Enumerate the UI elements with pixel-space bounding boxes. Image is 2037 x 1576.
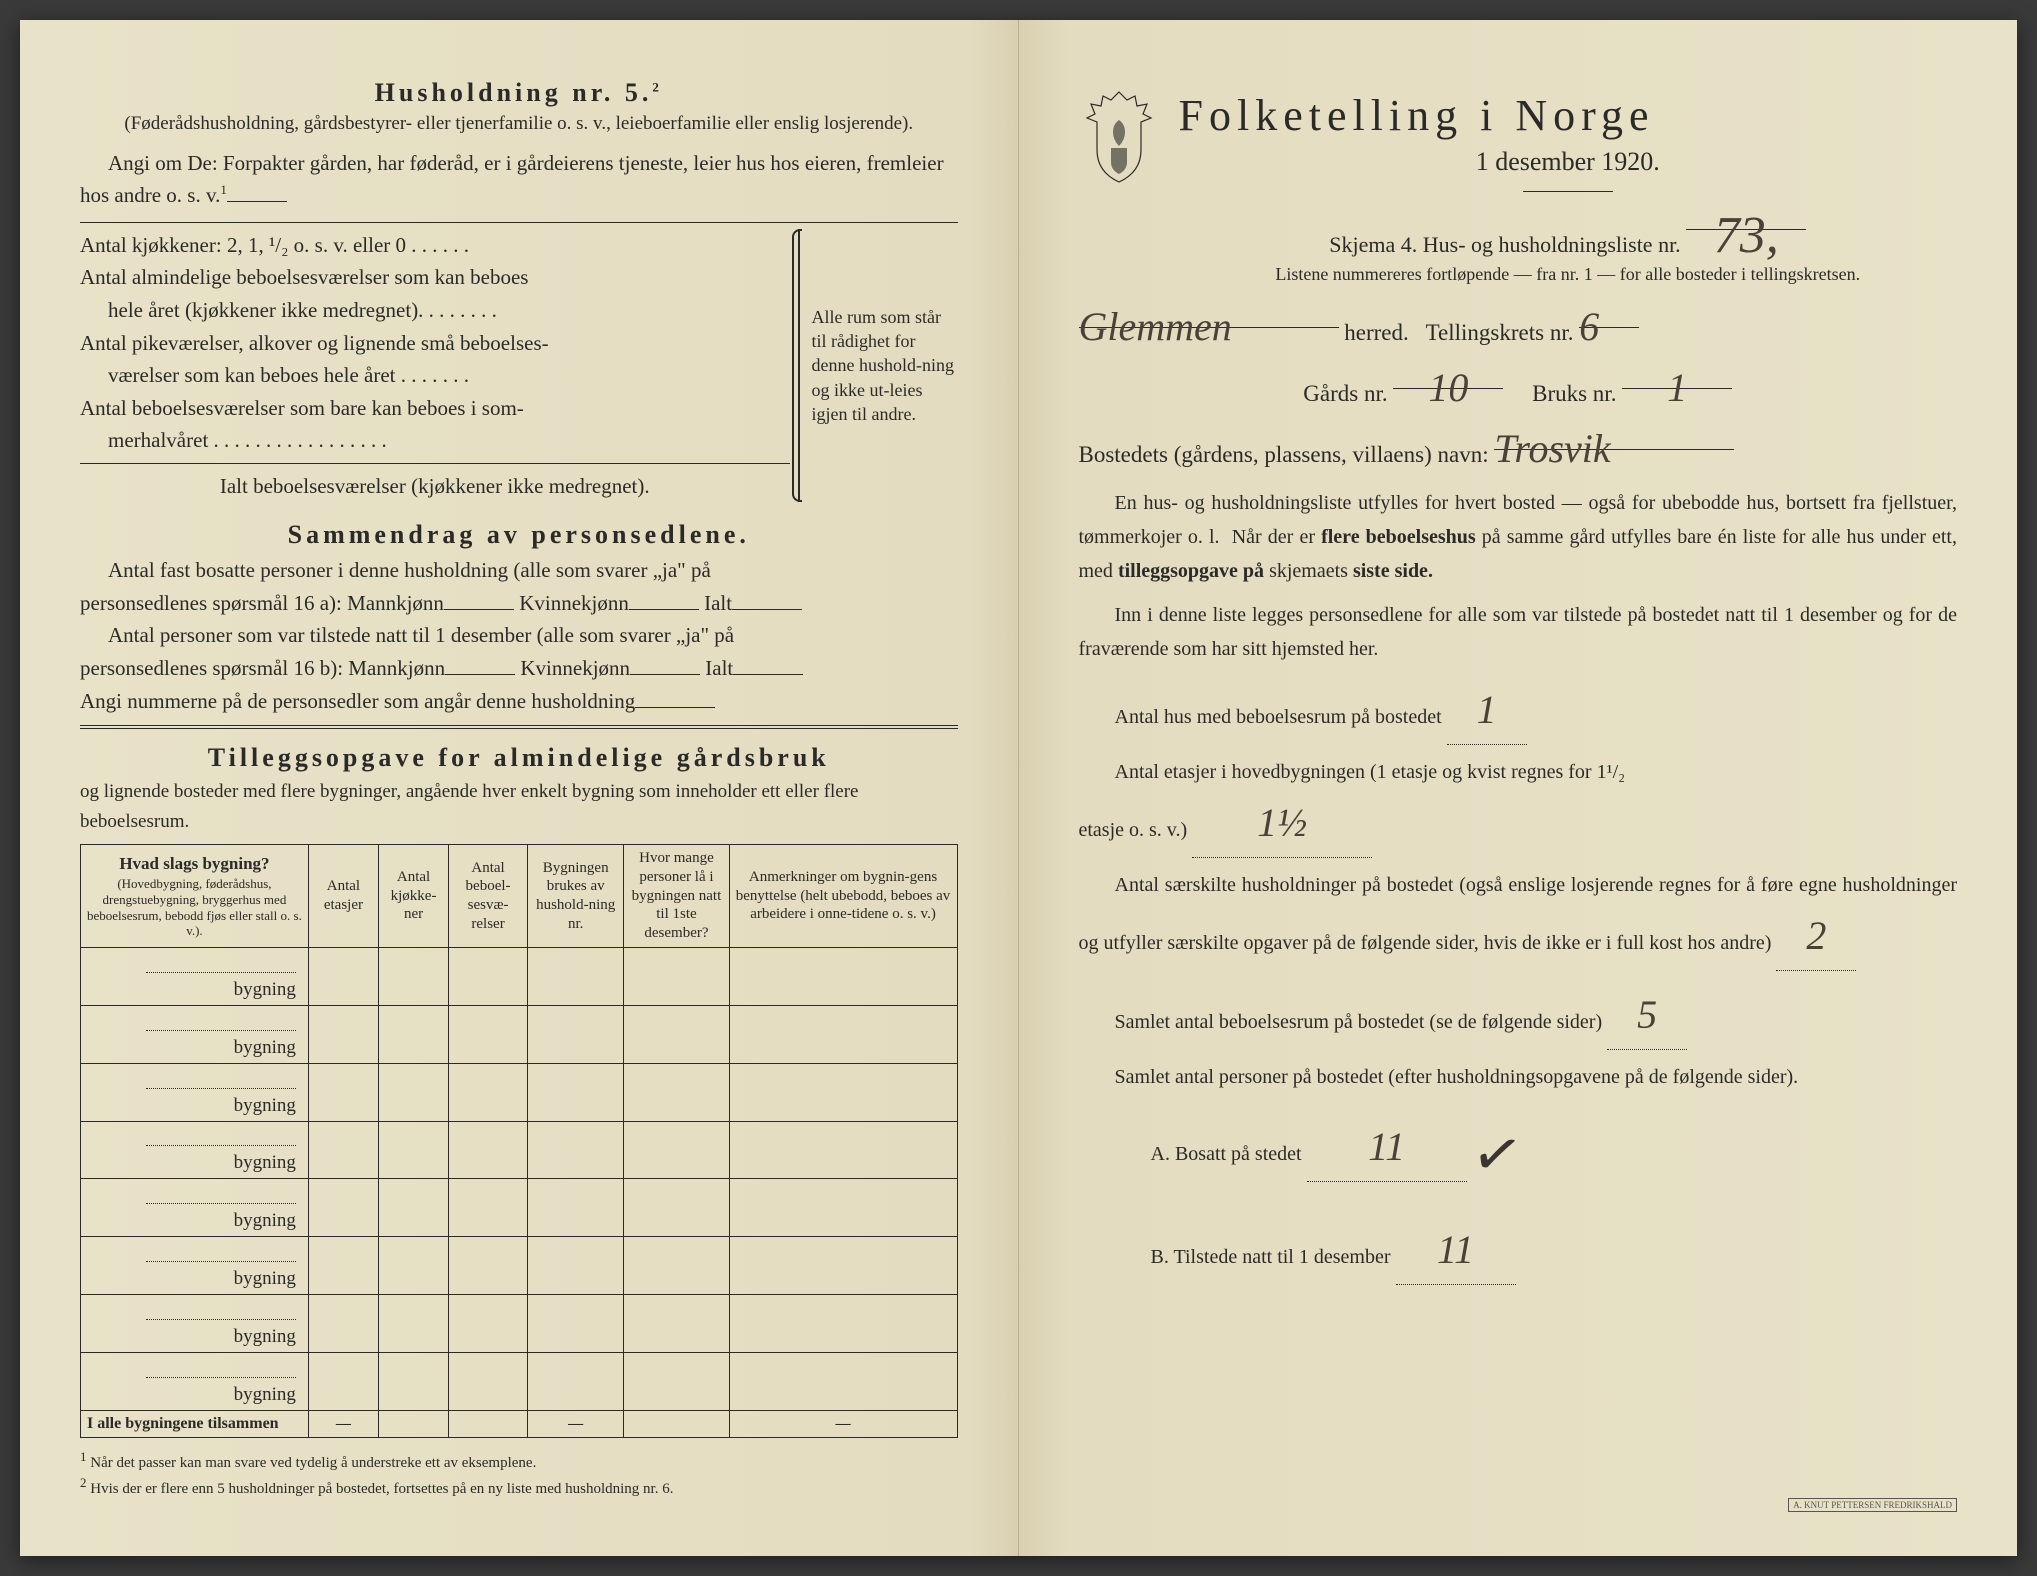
krets-value: 6 (1579, 304, 1599, 349)
sammendrag-p1: Antal fast bosatte personer i denne hush… (80, 554, 958, 587)
rooms-block: Antal kjøkkener: 2, 1, ¹/₂ o. s. v. elle… (80, 229, 958, 502)
footnotes: 1 Når det passer kan man svare ved tydel… (80, 1448, 958, 1500)
left-subheading: (Føderådshusholdning, gårdsbestyrer- ell… (80, 112, 958, 137)
th-brukes: Bygningen brukes av hushold-ning nr. (527, 845, 623, 948)
q2-value: 1½ (1257, 800, 1307, 845)
q4-row: Samlet antal beboelsesrum på bostedet (s… (1079, 981, 1958, 1050)
qB-value: 11 (1437, 1227, 1474, 1272)
left-page: Husholdning nr. 5.2 (Føderådshusholdning… (20, 20, 1019, 1556)
sammendrag-p2b: personsedlenes spørsmål 16 b): Mannkjønn… (80, 652, 958, 685)
q3-row: Antal særskilte husholdninger på bostede… (1079, 868, 1958, 971)
bruk-value: 1 (1667, 365, 1687, 410)
qA-value: 11 (1368, 1124, 1405, 1169)
rooms-l2b: hele året (kjøkkener ikke medregnet). . … (80, 294, 790, 327)
census-date: 1 desember 1920. (1179, 147, 1958, 177)
rooms-l3b: værelser som kan beboes hele året . . . … (80, 359, 790, 392)
tillegg-title: Tilleggsopgave for almindelige gårdsbruk (80, 743, 958, 773)
list-number-value: 73, (1714, 207, 1779, 264)
rooms-l4b: merhalvåret . . . . . . . . . . . . . . … (80, 424, 790, 457)
sammendrag-p3: Angi nummerne på de personsedler som ang… (80, 685, 958, 718)
left-heading: Husholdning nr. 5.2 (80, 78, 958, 108)
q2-row: Antal etasjer i hovedbygningen (1 etasje… (1079, 755, 1958, 858)
sammendrag-p1b: personsedlenes spørsmål 16 a): Mannkjønn… (80, 587, 958, 620)
printer-stamp: A. KNUT PETTERSEN FREDRIKSHALD (1788, 1498, 1957, 1512)
table-row: bygning (81, 1179, 958, 1237)
document-spread: Husholdning nr. 5.2 (Føderådshusholdning… (20, 20, 2017, 1556)
table-row: bygning (81, 1295, 958, 1353)
rooms-total: Ialt beboelsesværelser (kjøkkener ikke m… (80, 470, 790, 503)
q1-value: 1 (1477, 687, 1497, 732)
th-personer: Hvor mange personer lå i bygningen natt … (624, 845, 729, 948)
gard-row: Gårds nr. 10 Bruks nr. 1 (1079, 364, 1958, 407)
herred-value: Glemmen (1079, 304, 1232, 349)
th-bygning: Hvad slags bygning? (Hovedbygning, føder… (81, 845, 309, 948)
bosted-row: Bostedets (gårdens, plassens, villaens) … (1079, 425, 1958, 468)
q5-row: Samlet antal personer på bostedet (efter… (1079, 1060, 1958, 1094)
instructions-p1: En hus- og husholdningsliste utfylles fo… (1079, 486, 1958, 588)
bygning-table: Hvad slags bygning? (Hovedbygning, føder… (80, 844, 958, 1438)
bosted-value: Trosvik (1494, 426, 1610, 471)
rooms-l3a: Antal pikeværelser, alkover og lignende … (80, 327, 790, 360)
instructions-p2: Inn i denne liste legges personsedlene f… (1079, 598, 1958, 666)
table-total-row: I alle bygningene tilsammen ——— (81, 1411, 958, 1438)
gard-value: 10 (1428, 365, 1468, 410)
q3-value: 2 (1806, 913, 1826, 958)
qA-row: A. Bosatt på stedet 11 ✓ (1079, 1104, 1958, 1206)
table-row: bygning (81, 947, 958, 1005)
table-row: bygning (81, 1237, 958, 1295)
sammendrag-title: Sammendrag av personsedlene. (80, 520, 958, 550)
census-title: Folketelling i Norge (1179, 90, 1958, 141)
q4-value: 5 (1637, 992, 1657, 1037)
qB-row: B. Tilstede natt til 1 desember 11 (1079, 1216, 1958, 1285)
table-row: bygning (81, 1005, 958, 1063)
right-header: Folketelling i Norge 1 desember 1920. Sk… (1079, 90, 1958, 285)
checkmark-icon: ✓ (1463, 1100, 1530, 1209)
th-etasjer: Antal etasjer (308, 845, 378, 948)
list-note: Listene nummereres fortløpende — fra nr.… (1179, 264, 1958, 285)
tillegg-sub: og lignende bosteder med flere bygninger… (80, 777, 958, 836)
herred-row: Glemmen herred. Tellingskrets nr. 6 (1079, 303, 1958, 346)
q1-row: Antal hus med beboelsesrum på bostedet 1 (1079, 676, 1958, 745)
rooms-l2a: Antal almindelige beboelsesværelser som … (80, 261, 790, 294)
table-row: bygning (81, 1353, 958, 1411)
rooms-brace-note: Alle rum som står til rådighet for denne… (798, 229, 958, 502)
right-page: Folketelling i Norge 1 desember 1920. Sk… (1019, 20, 2018, 1556)
rooms-l4a: Antal beboelsesværelser som bare kan beb… (80, 392, 790, 425)
sammendrag-p2: Antal personer som var tilstede natt til… (80, 619, 958, 652)
th-kjokken: Antal kjøkke-ner (378, 845, 448, 948)
rooms-l1: Antal kjøkkener: 2, 1, ¹/₂ o. s. v. elle… (80, 229, 790, 262)
skjema-line: Skjema 4. Hus- og husholdningsliste nr. … (1179, 206, 1958, 258)
th-anmerk: Anmerkninger om bygnin-gens benyttelse (… (729, 845, 957, 948)
table-row: bygning (81, 1121, 958, 1179)
coat-of-arms-icon (1079, 90, 1159, 185)
th-beboelse: Antal beboel-sesvæ-relser (449, 845, 528, 948)
angi-line: Angi om De: Forpakter gården, har føderå… (80, 147, 958, 212)
table-row: bygning (81, 1063, 958, 1121)
